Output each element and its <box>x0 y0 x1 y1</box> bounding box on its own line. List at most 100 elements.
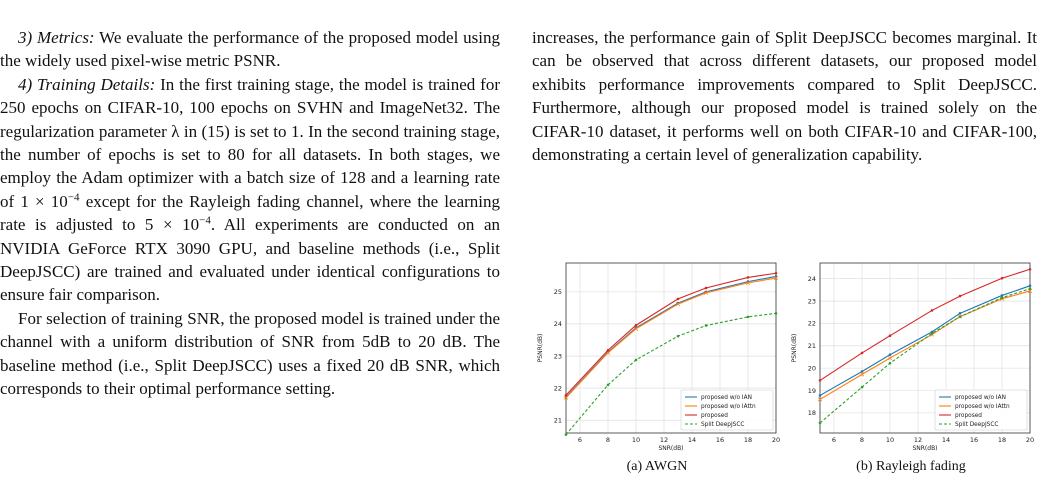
data-point <box>1000 296 1004 299</box>
y-axis-label: PSNR(dB) <box>537 334 544 363</box>
metrics-text: We evaluate the performance of the propo… <box>0 28 500 71</box>
data-point <box>745 280 751 285</box>
figure-awgn: 6 8 10 12 14 16 18 20 21 22 23 24 25 SNR(dB) PSNR(dB) p… <box>532 257 782 475</box>
legend: proposed w/o IAN proposed w/o IAttn propos… <box>934 389 1028 431</box>
data-point <box>704 324 708 327</box>
series-line <box>565 277 777 399</box>
data-point <box>676 297 680 301</box>
legend-entry: proposed w/o IAttn <box>701 404 756 410</box>
x-tick-label: 18 <box>998 436 1006 444</box>
data-point <box>563 395 569 400</box>
y-tick-label: 22 <box>554 384 562 392</box>
learning-rate-exponent-2: −4 <box>199 214 211 227</box>
left-column: 3) Metrics: We evaluate the performance … <box>0 26 500 401</box>
legend-entry: proposed w/o IAN <box>701 395 752 401</box>
y-tick-label: 22 <box>808 320 816 328</box>
y-tick-label: 25 <box>554 288 562 296</box>
y-tick-label: 23 <box>808 297 816 305</box>
x-tick-label: 16 <box>970 436 978 444</box>
x-tick-label: 10 <box>886 436 894 444</box>
rayleigh-chart: 6 8 10 12 14 16 18 20 18 19 20 21 22 23 24 SNR(dB) PSNR(… <box>791 262 1034 452</box>
x-tick-label: 14 <box>688 436 696 444</box>
legend-entry: proposed <box>701 413 728 419</box>
training-heading: 4) Training Details: <box>18 74 156 94</box>
data-point <box>888 334 892 337</box>
training-paragraph: 4) Training Details: In the first traini… <box>0 73 500 307</box>
data-point <box>676 334 680 338</box>
data-point <box>887 355 893 361</box>
data-point <box>930 309 934 312</box>
results-paragraph: increases, the performance gain of Split… <box>532 28 1037 165</box>
series-line <box>819 290 1031 400</box>
data-point <box>634 358 638 362</box>
data-point <box>1000 294 1004 297</box>
x-tick-label: 20 <box>772 436 780 444</box>
data-point <box>860 370 864 373</box>
snr-paragraph: For selection of training SNR, the propo… <box>0 308 500 399</box>
x-tick-label: 6 <box>578 436 582 444</box>
legend-entry: Split DeepJSCC <box>955 422 998 428</box>
y-tick-label: 18 <box>808 409 816 417</box>
legend-box <box>680 389 774 431</box>
data-point <box>1028 287 1032 291</box>
y-tick-label: 19 <box>808 387 816 395</box>
metrics-heading: 3) Metrics: <box>18 28 95 47</box>
data-point <box>675 301 681 307</box>
y-tick-label: 24 <box>808 275 816 283</box>
x-tick-label: 8 <box>606 436 610 444</box>
data-point <box>1000 276 1004 280</box>
figure-caption-awgn: (a) AWGN <box>626 459 688 474</box>
data-point <box>746 276 750 279</box>
data-point <box>817 397 823 402</box>
series-line <box>819 268 1031 381</box>
legend-entry: proposed w/o IAN <box>955 395 1006 401</box>
x-axis-label: SNR(dB) <box>658 445 683 452</box>
y-tick-label: 21 <box>554 416 562 424</box>
data-point <box>818 421 822 425</box>
legend-box <box>934 389 1028 431</box>
data-point <box>818 394 822 397</box>
series-line <box>565 275 777 398</box>
figure-caption-rayleigh: (b) Rayleigh fading <box>856 459 966 474</box>
data-point <box>958 312 962 315</box>
legend-entry: proposed <box>955 413 982 419</box>
x-tick-label: 6 <box>832 436 836 444</box>
training-text-1: In the first training stage, the model i… <box>0 74 500 211</box>
metrics-paragraph: 3) Metrics: We evaluate the performance … <box>0 26 500 73</box>
y-tick-label: 24 <box>554 320 562 328</box>
data-point <box>859 372 865 377</box>
data-point <box>606 383 610 387</box>
data-point <box>1028 284 1032 288</box>
x-tick-label: 8 <box>860 436 864 444</box>
data-point <box>634 323 638 327</box>
data-point <box>888 353 892 357</box>
data-point <box>774 271 778 275</box>
right-column: increases, the performance gain of Split… <box>532 26 1037 166</box>
x-axis-label: SNR(dB) <box>912 445 937 452</box>
data-point <box>958 315 962 318</box>
legend: proposed w/o IAN proposed w/o IAttn propos… <box>680 389 774 431</box>
data-point <box>703 290 709 295</box>
legend-entry: proposed w/o IAttn <box>955 404 1010 410</box>
data-point <box>1028 267 1032 271</box>
data-point <box>773 275 779 281</box>
data-point <box>930 332 934 335</box>
y-tick-label: 21 <box>808 342 816 350</box>
data-point <box>746 315 750 319</box>
data-point <box>564 393 568 397</box>
x-tick-label: 18 <box>744 436 752 444</box>
y-tick-label: 20 <box>808 364 816 372</box>
data-point <box>606 348 610 352</box>
plot-frame <box>565 262 777 434</box>
x-tick-label: 12 <box>660 436 668 444</box>
x-tick-label: 20 <box>1026 436 1034 444</box>
data-point <box>958 294 962 298</box>
plot-frame <box>819 262 1031 434</box>
data-point <box>704 286 708 290</box>
series-line <box>565 272 777 396</box>
series-line <box>819 285 1031 396</box>
data-point <box>1027 288 1033 294</box>
training-text-2: except for the Rayleigh fading channel, … <box>0 191 500 235</box>
x-tick-label: 10 <box>632 436 640 444</box>
awgn-chart: 6 8 10 12 14 16 18 20 21 22 23 24 25 SNR(dB) PSNR(dB) p… <box>537 262 780 452</box>
